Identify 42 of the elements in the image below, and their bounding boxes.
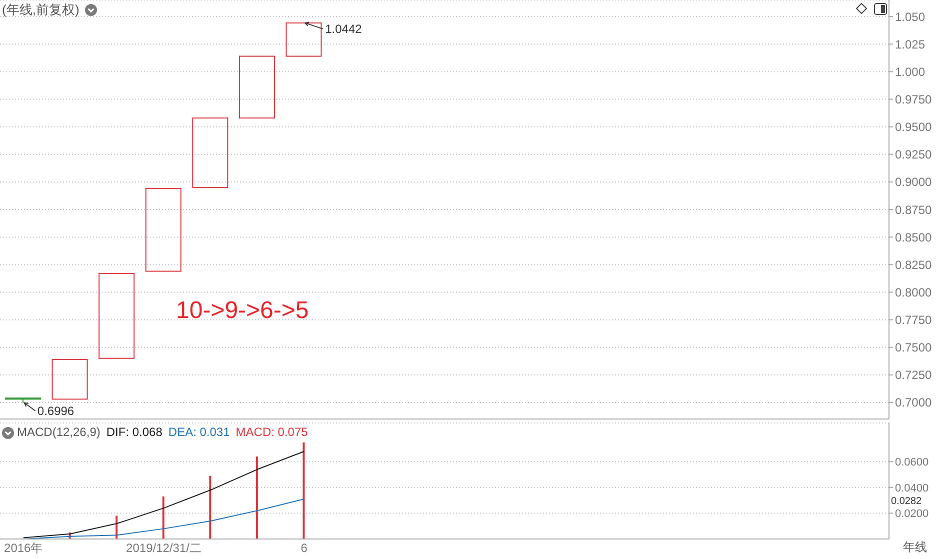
y-tick-label: 0.7750 (895, 313, 932, 328)
y-tick-label: 0.9500 (895, 120, 932, 134)
candlestick (192, 117, 228, 188)
y-tick-label: 0.8250 (895, 258, 932, 272)
y-tick-label: 0.0200 (895, 508, 929, 520)
y-tick-label: 1.025 (895, 37, 926, 52)
chart-title: MACD(12,26,9) (17, 425, 100, 440)
bar (256, 456, 258, 539)
x-tick-label: 6 (300, 541, 308, 555)
bar (162, 496, 164, 539)
series-label: MACD: 0.075 (236, 425, 308, 440)
annotation: 10->9->6->5 (176, 297, 309, 324)
y-tick-label: 0.9250 (895, 148, 932, 162)
annotation: 0.6996 (37, 404, 74, 418)
x-tick-label: 2016年 (4, 541, 43, 555)
y-tick-label: 1.050 (895, 10, 926, 24)
text: DEA: 0.031 (168, 425, 230, 440)
y-tick-label: 0.8000 (895, 285, 932, 300)
text: 年线 (903, 540, 927, 554)
y-tick-label: 0.8750 (895, 202, 932, 217)
y-tick-label: 0.0600 (895, 456, 929, 469)
candlestick (145, 188, 182, 272)
y-tick-label: 1.000 (895, 64, 926, 79)
y-tick-label: 0.9750 (895, 92, 932, 106)
candlestick (52, 358, 88, 400)
annotation: 1.0442 (325, 22, 362, 36)
y-tick-label: 0.7500 (895, 340, 932, 355)
y-tick-label: 0.8500 (895, 230, 932, 244)
y-tick-label: 0.9000 (895, 175, 932, 190)
y-tick-label: 0.7000 (895, 396, 932, 410)
text: 0.0282 (891, 496, 922, 506)
bar (302, 442, 305, 539)
x-tick-label: 2019/12/31/二 (126, 541, 202, 555)
candlestick (5, 398, 41, 404)
line-series (22, 450, 305, 538)
y-tick-label: 0.7250 (895, 368, 932, 382)
chart-title: (年线,前复权) (2, 2, 80, 17)
text: DIF: 0.068 (106, 425, 162, 440)
candlestick (238, 56, 275, 118)
bar (209, 476, 212, 539)
y-tick-label: 0.0400 (895, 482, 929, 494)
candlestick (98, 272, 135, 359)
